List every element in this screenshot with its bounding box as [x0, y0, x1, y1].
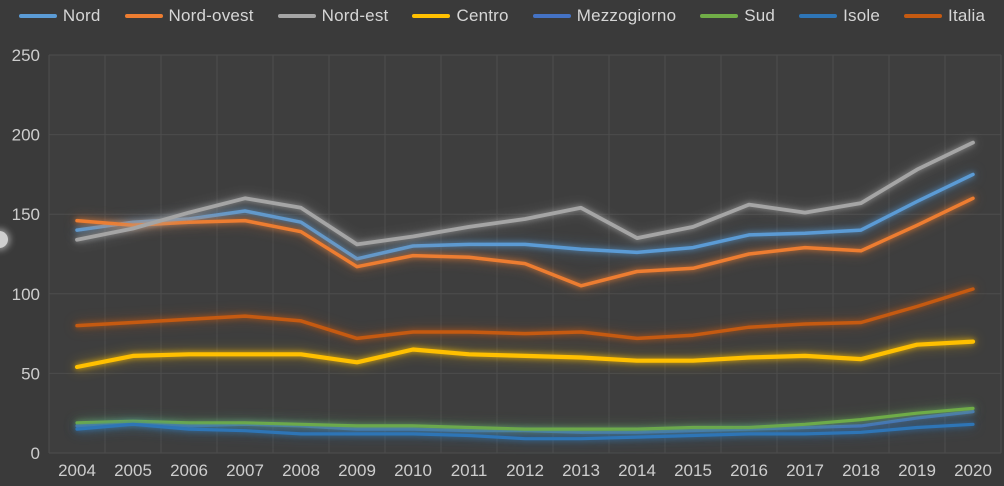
legend-swatch-icon: [799, 14, 838, 18]
series-line-nord-est: [75, 140, 975, 247]
x-axis-label: 2010: [394, 461, 432, 480]
legend-label: Centro: [456, 6, 509, 25]
legend-swatch-icon: [532, 14, 571, 18]
legend-label: Italia: [948, 6, 986, 25]
legend-swatch-icon: [700, 14, 739, 18]
series-line-isole: [75, 422, 975, 441]
legend-item-centro[interactable]: Centro: [412, 6, 509, 26]
y-axis-label: 150: [12, 205, 40, 224]
left-edge-glow-dot: [0, 231, 8, 248]
legend-swatch-icon: [412, 14, 451, 18]
x-axis-label: 2011: [451, 461, 488, 480]
legend-item-nord-est[interactable]: Nord-est: [277, 6, 389, 26]
legend-label: Mezzogiorno: [576, 6, 677, 25]
series-line-centro: [74, 339, 976, 370]
x-axis-label: 2014: [618, 461, 656, 480]
chart-legend: Nord Nord-ovest Nord-est Centro Mezzogiorno S…: [0, 6, 1004, 26]
legend-swatch-icon: [124, 14, 163, 18]
x-axis-label: 2019: [898, 461, 936, 480]
legend-item-mezzogiorno[interactable]: Mezzogiorno: [532, 6, 677, 26]
x-axis-label: 2013: [562, 461, 600, 480]
legend-label: Nord-est: [321, 6, 389, 25]
x-axis-label: 2008: [282, 461, 320, 480]
x-axis-label: 2017: [786, 461, 824, 480]
y-axis-label: 50: [21, 364, 40, 383]
legend-swatch-icon: [18, 14, 57, 18]
legend-swatch-icon: [904, 14, 943, 18]
x-axis-label: 2004: [58, 461, 96, 480]
legend-label: Sud: [744, 6, 776, 25]
y-axis-label: 0: [31, 444, 40, 463]
legend-label: Nord-ovest: [168, 6, 254, 25]
legend-item-nord[interactable]: Nord: [18, 6, 101, 26]
x-axis-label: 2007: [226, 461, 264, 480]
series-line-nord: [75, 172, 975, 261]
x-axis-label: 2016: [730, 461, 768, 480]
legend-label: Isole: [843, 6, 881, 25]
y-axis-label: 250: [12, 46, 40, 65]
series-line-sud: [75, 406, 975, 431]
y-axis-label: 100: [12, 285, 40, 304]
legend-item-sud[interactable]: Sud: [700, 6, 775, 26]
plot-background: [49, 55, 1001, 453]
series-line-italia: [75, 287, 975, 341]
x-axis-label: 2015: [674, 461, 712, 480]
legend-label: Nord: [62, 6, 101, 25]
legend-item-italia[interactable]: Italia: [904, 6, 985, 26]
legend-item-nord-ovest[interactable]: Nord-ovest: [124, 6, 254, 26]
legend-item-isole[interactable]: Isole: [799, 6, 880, 26]
x-axis-label: 2018: [842, 461, 880, 480]
x-axis-label: 2009: [338, 461, 376, 480]
series-line-nord-ovest: [75, 196, 975, 288]
x-axis-label: 2012: [506, 461, 544, 480]
x-axis-label: 2020: [954, 461, 992, 480]
y-axis-label: 200: [12, 126, 40, 145]
legend-swatch-icon: [277, 14, 316, 18]
x-axis-label: 2005: [114, 461, 152, 480]
x-axis-label: 2006: [170, 461, 208, 480]
